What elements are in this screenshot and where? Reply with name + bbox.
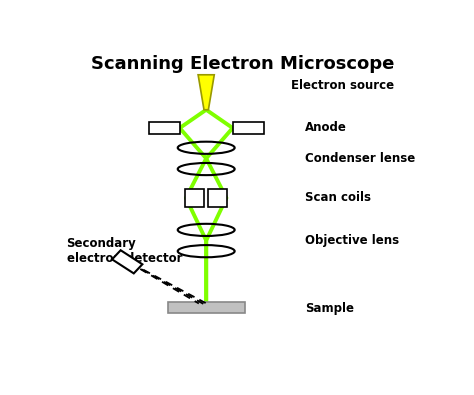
Bar	[209, 189, 228, 207]
Text: Anode: Anode	[305, 122, 347, 135]
Polygon shape	[198, 75, 214, 110]
Text: Electron source: Electron source	[291, 79, 394, 92]
Text: Scanning Electron Microscope: Scanning Electron Microscope	[91, 55, 395, 73]
Text: Condenser lense: Condenser lense	[305, 152, 416, 165]
Text: Objective lens: Objective lens	[305, 234, 400, 247]
Bar	[148, 122, 180, 134]
Text: Sample: Sample	[305, 303, 355, 316]
Text: Scan coils: Scan coils	[305, 192, 371, 205]
Bar	[233, 122, 264, 134]
Bar	[185, 189, 204, 207]
Text: Secondary
electron detector: Secondary electron detector	[66, 237, 182, 265]
Bar	[168, 302, 245, 313]
Polygon shape	[112, 250, 142, 273]
